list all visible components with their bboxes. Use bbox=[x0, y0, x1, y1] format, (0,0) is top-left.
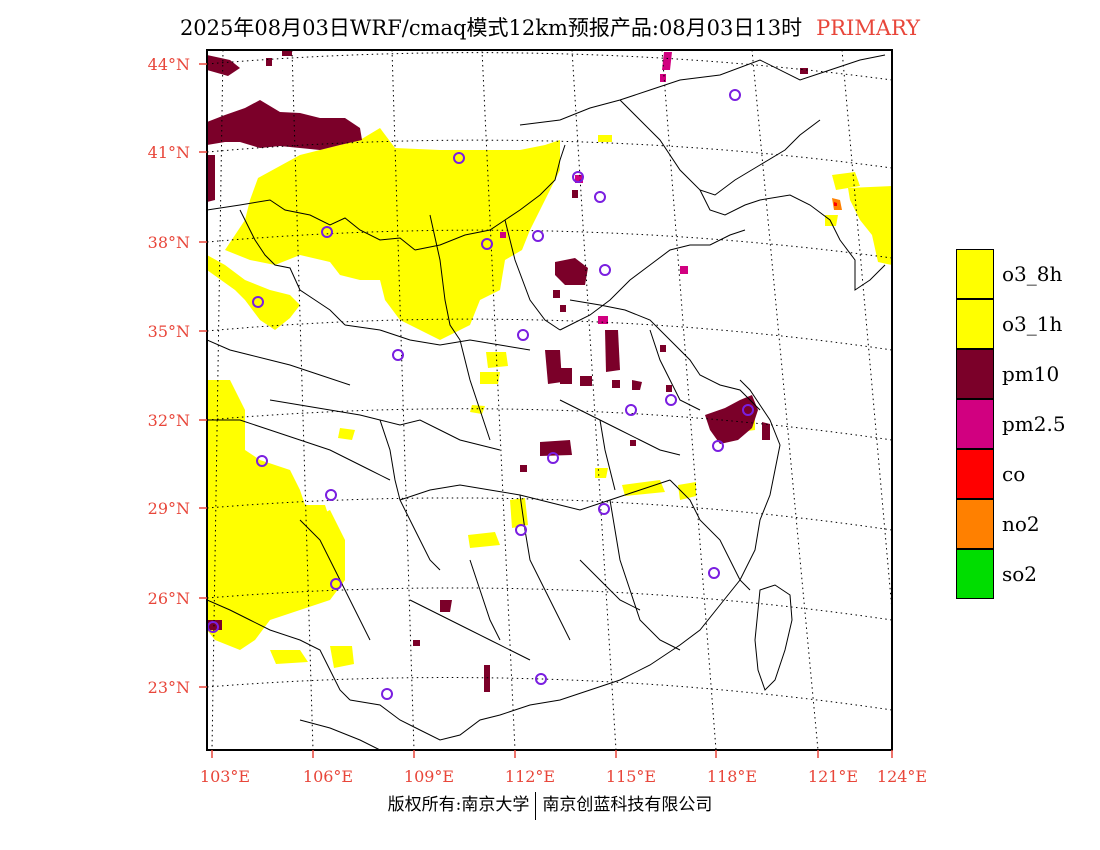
legend-swatch-pm25 bbox=[956, 399, 994, 449]
lon-label-103: 103°E bbox=[200, 767, 250, 786]
title-text: 2025年08月03日WRF/cmaq模式12km预报产品:08月03日13时 bbox=[179, 16, 803, 40]
lon-label-121: 121°E bbox=[808, 767, 858, 786]
legend-label-co: co bbox=[1002, 462, 1026, 486]
map-title: 2025年08月03日WRF/cmaq模式12km预报产品:08月03日13时 P… bbox=[0, 12, 1100, 42]
lat-label-26: 26°N bbox=[148, 589, 190, 608]
latitude-labels: 44°N 41°N 38°N 35°N 32°N 29°N 26°N 23°N bbox=[148, 55, 190, 697]
legend-swatch-co bbox=[956, 449, 994, 499]
lat-label-23: 23°N bbox=[148, 678, 190, 697]
lon-label-112: 112°E bbox=[505, 767, 555, 786]
legend-label-no2: no2 bbox=[1002, 512, 1040, 536]
legend-label-o3-8h: o3_8h bbox=[1002, 262, 1063, 286]
legend-swatch-so2 bbox=[956, 549, 994, 599]
lat-label-32: 32°N bbox=[148, 411, 190, 430]
copyright-right: 南京创蓝科技有限公司 bbox=[542, 795, 713, 815]
graticule bbox=[207, 50, 892, 750]
boundaries bbox=[207, 54, 886, 750]
lat-label-44: 44°N bbox=[148, 55, 190, 74]
pm10-regions bbox=[207, 50, 808, 692]
lon-label-115: 115°E bbox=[606, 767, 656, 786]
lon-label-118: 118°E bbox=[707, 767, 757, 786]
lon-label-109: 109°E bbox=[404, 767, 454, 786]
copyright: 版权所有:南京大学 南京创蓝科技有限公司 bbox=[0, 790, 1100, 820]
lat-label-29: 29°N bbox=[148, 499, 190, 518]
lon-label-124: 124°E bbox=[877, 767, 927, 786]
legend-label-pm25: pm2.5 bbox=[1002, 412, 1066, 436]
lat-label-38: 38°N bbox=[148, 233, 190, 252]
legend-label-o3-1h: o3_1h bbox=[1002, 312, 1063, 336]
legend-swatch-pm10 bbox=[956, 349, 994, 399]
legend-label-pm10: pm10 bbox=[1002, 362, 1060, 386]
legend-label-so2: so2 bbox=[1002, 562, 1038, 586]
tick-marks bbox=[199, 63, 893, 758]
no2-regions bbox=[832, 198, 842, 210]
map-frame bbox=[206, 49, 893, 751]
legend-swatch-no2 bbox=[956, 499, 994, 549]
lat-label-41: 41°N bbox=[148, 143, 190, 162]
longitude-labels: 103°E 106°E 109°E 112°E 115°E 118°E 121°… bbox=[200, 767, 927, 786]
o3-regions bbox=[207, 128, 892, 668]
copyright-left: 版权所有:南京大学 bbox=[387, 795, 530, 815]
copyright-separator bbox=[535, 791, 537, 820]
legend-swatch-o3-1h bbox=[956, 299, 994, 349]
legend-swatch-o3-8h bbox=[956, 249, 994, 299]
lat-label-35: 35°N bbox=[148, 322, 190, 341]
lon-label-106: 106°E bbox=[303, 767, 353, 786]
pollutant-code: PRIMARY bbox=[816, 16, 921, 40]
